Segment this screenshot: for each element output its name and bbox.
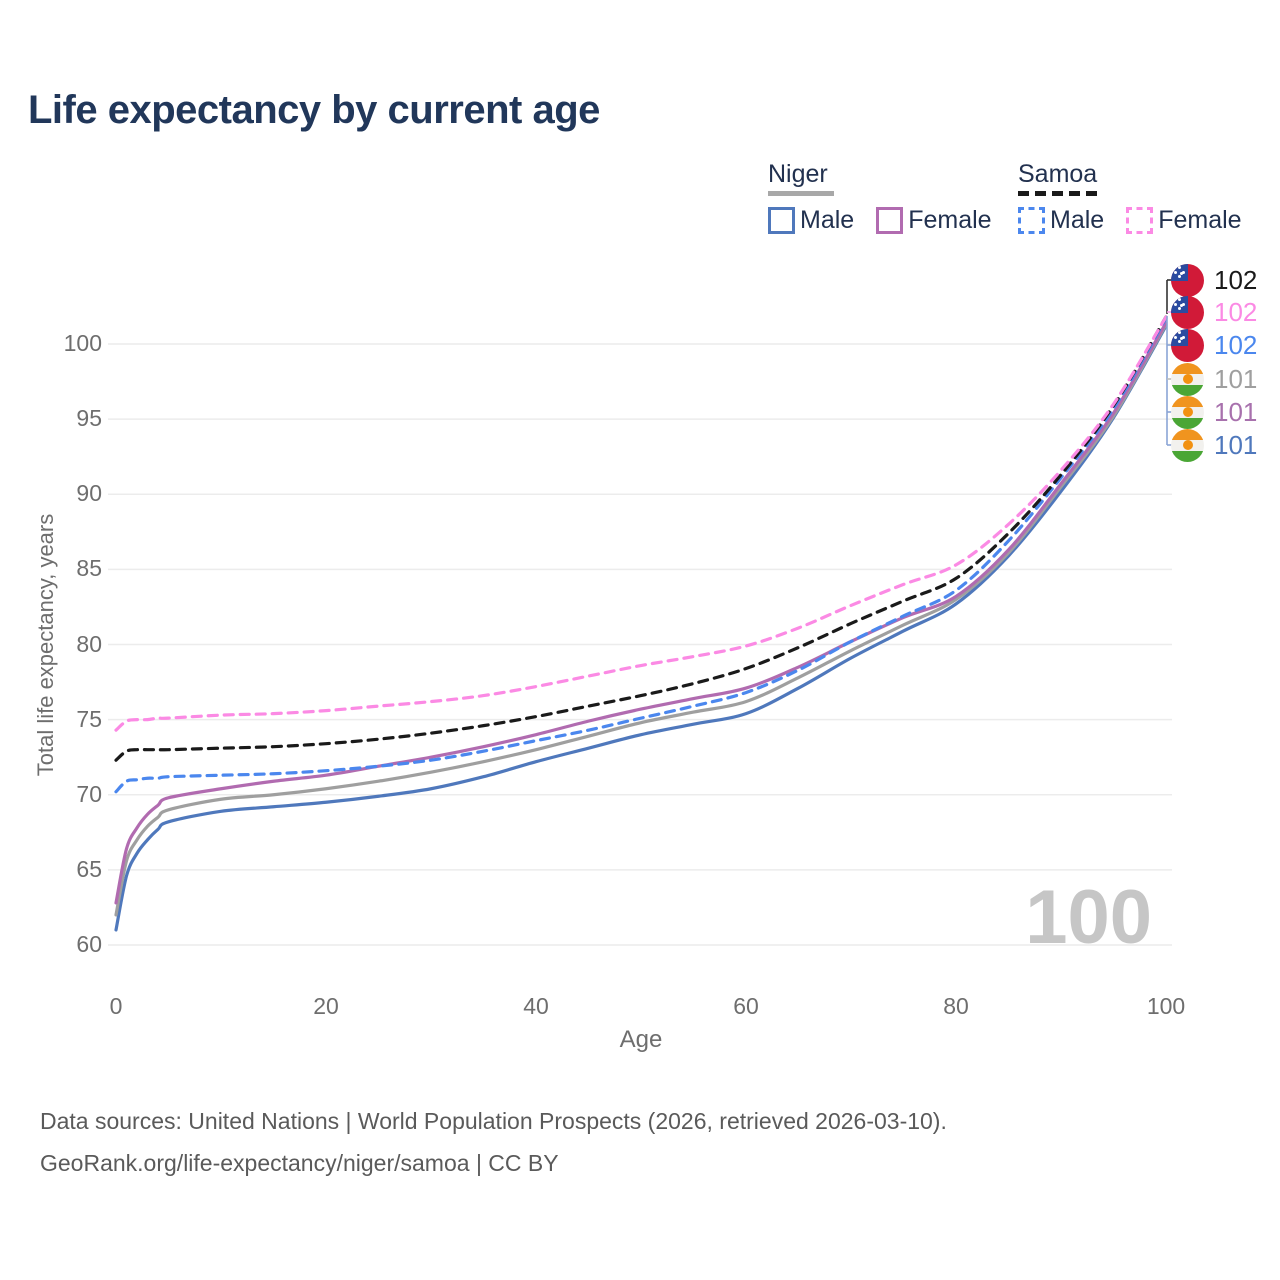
footer-attribution[interactable]: GeoRank.org/life-expectancy/niger/samoa … bbox=[40, 1150, 559, 1176]
y-tick-label-60: 60 bbox=[76, 931, 102, 957]
series-line-niger-average[interactable] bbox=[114, 322, 1168, 917]
niger-flag-icon bbox=[1171, 428, 1204, 462]
y-tick-label-65: 65 bbox=[76, 855, 102, 882]
legend-label-samoa-male: Male bbox=[1050, 206, 1105, 234]
series-line-samoa-female[interactable] bbox=[114, 315, 1168, 732]
legend-group-niger: Niger Male Female bbox=[768, 160, 992, 235]
end-label-value-niger-male: 101 bbox=[1214, 429, 1258, 460]
end-label-value-niger-female: 101 bbox=[1214, 396, 1258, 427]
x-tick-label-80: 80 bbox=[943, 993, 969, 1019]
end-label-row-samoa-male: 102 bbox=[1171, 328, 1258, 362]
legend-item-niger-male[interactable]: Male bbox=[768, 206, 854, 235]
end-label-row-niger-male: 101 bbox=[1171, 428, 1258, 462]
y-tick-label-85: 85 bbox=[76, 555, 102, 582]
y-tick-label-95: 95 bbox=[76, 405, 102, 432]
legend-label-samoa-female: Female bbox=[1158, 206, 1242, 234]
legend-item-samoa-male[interactable]: Male bbox=[1018, 206, 1104, 235]
y-tick-label-70: 70 bbox=[76, 780, 102, 807]
end-label-row-samoa-average: 102 bbox=[1171, 263, 1258, 297]
end-label-value-samoa-male: 102 bbox=[1214, 329, 1258, 360]
end-label-value-samoa-female: 102 bbox=[1214, 296, 1258, 327]
x-tick-label-60: 60 bbox=[733, 993, 759, 1019]
y-tick-label-100: 100 bbox=[63, 330, 102, 356]
y-axis-title: Total life expectancy, years bbox=[33, 513, 58, 777]
end-label-value-samoa-average: 102 bbox=[1214, 264, 1258, 295]
x-tick-label-100: 100 bbox=[1146, 993, 1186, 1019]
footer-data-sources: Data sources: United Nations | World Pop… bbox=[40, 1108, 947, 1134]
legend-group-samoa: Samoa Male Female bbox=[1018, 160, 1242, 235]
samoa-female-swatch[interactable] bbox=[1126, 207, 1154, 234]
series-line-niger-female[interactable] bbox=[114, 321, 1168, 905]
series-line-niger-male[interactable] bbox=[114, 324, 1168, 932]
niger-male-swatch[interactable] bbox=[768, 207, 795, 234]
end-label-row-samoa-female: 102 bbox=[1171, 295, 1258, 329]
legend-label-niger-female: Female bbox=[908, 206, 992, 234]
x-tick-label-40: 40 bbox=[523, 993, 549, 1019]
series-line-samoa-male[interactable] bbox=[114, 316, 1168, 794]
legend-country-samoa[interactable]: Samoa bbox=[1018, 160, 1098, 188]
page-title: Life expectancy by current age bbox=[28, 88, 600, 132]
niger-flag-icon bbox=[1171, 395, 1204, 429]
end-label-value-niger-average: 101 bbox=[1214, 363, 1258, 394]
samoa-average-line-swatch bbox=[1018, 191, 1098, 196]
niger-flag-icon bbox=[1171, 362, 1204, 396]
legend-country-niger[interactable]: Niger bbox=[768, 160, 828, 188]
y-tick-label-80: 80 bbox=[76, 630, 102, 657]
niger-average-line-swatch bbox=[768, 191, 834, 196]
x-tick-label-0: 0 bbox=[109, 993, 123, 1019]
y-tick-label-90: 90 bbox=[76, 480, 102, 507]
series-line-samoa-average[interactable] bbox=[114, 315, 1168, 762]
end-label-row-niger-average: 101 bbox=[1171, 362, 1258, 396]
y-tick-label-75: 75 bbox=[76, 705, 102, 732]
samoa-flag-icon bbox=[1171, 263, 1204, 297]
legend-item-niger-female[interactable]: Female bbox=[876, 206, 992, 235]
samoa-male-swatch[interactable] bbox=[1018, 207, 1045, 234]
legend-item-samoa-female[interactable]: Female bbox=[1126, 206, 1242, 235]
samoa-flag-icon bbox=[1171, 295, 1204, 329]
legend-label-niger-male: Male bbox=[800, 206, 855, 234]
hover-age-watermark: 100 bbox=[1025, 875, 1152, 960]
niger-female-swatch[interactable] bbox=[876, 207, 904, 234]
samoa-flag-icon bbox=[1171, 328, 1204, 362]
end-label-row-niger-female: 101 bbox=[1171, 395, 1258, 429]
x-axis-title: Age bbox=[619, 1026, 663, 1053]
x-tick-label-20: 20 bbox=[313, 993, 339, 1019]
